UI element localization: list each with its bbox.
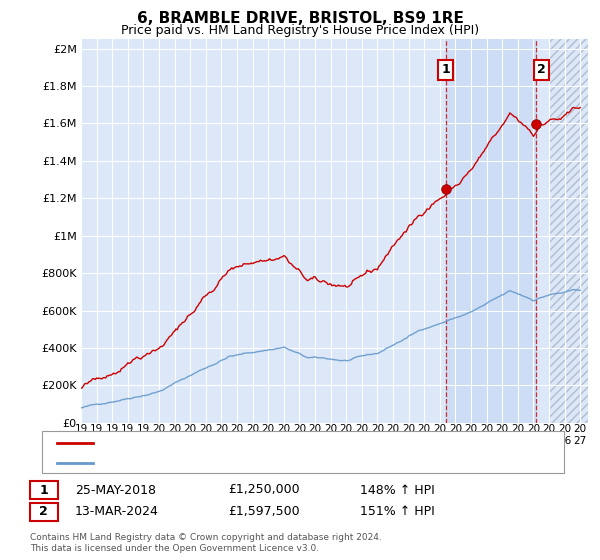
Text: 148% ↑ HPI: 148% ↑ HPI [360, 483, 435, 497]
Text: 1: 1 [442, 63, 450, 76]
Text: £1,250,000: £1,250,000 [228, 483, 299, 497]
Bar [549, 30, 588, 423]
Text: 25-MAY-2018: 25-MAY-2018 [75, 483, 156, 497]
Text: HPI: Average price, detached house, City of Bristol: HPI: Average price, detached house, City… [99, 458, 362, 468]
Text: Price paid vs. HM Land Registry's House Price Index (HPI): Price paid vs. HM Land Registry's House … [121, 24, 479, 36]
Text: 6, BRAMBLE DRIVE, BRISTOL, BS9 1RE: 6, BRAMBLE DRIVE, BRISTOL, BS9 1RE [137, 11, 463, 26]
Text: 2: 2 [536, 63, 545, 76]
Bar [549, 39, 588, 423]
Text: £1,597,500: £1,597,500 [228, 505, 299, 519]
Text: 6, BRAMBLE DRIVE, BRISTOL, BS9 1RE (detached house): 6, BRAMBLE DRIVE, BRISTOL, BS9 1RE (deta… [99, 438, 392, 448]
Text: 2: 2 [40, 505, 48, 519]
Text: 1: 1 [40, 483, 48, 497]
Text: Contains HM Land Registry data © Crown copyright and database right 2024.
This d: Contains HM Land Registry data © Crown c… [30, 533, 382, 553]
Text: 151% ↑ HPI: 151% ↑ HPI [360, 505, 435, 519]
Bar [446, 39, 536, 423]
Text: 13-MAR-2024: 13-MAR-2024 [75, 505, 159, 519]
